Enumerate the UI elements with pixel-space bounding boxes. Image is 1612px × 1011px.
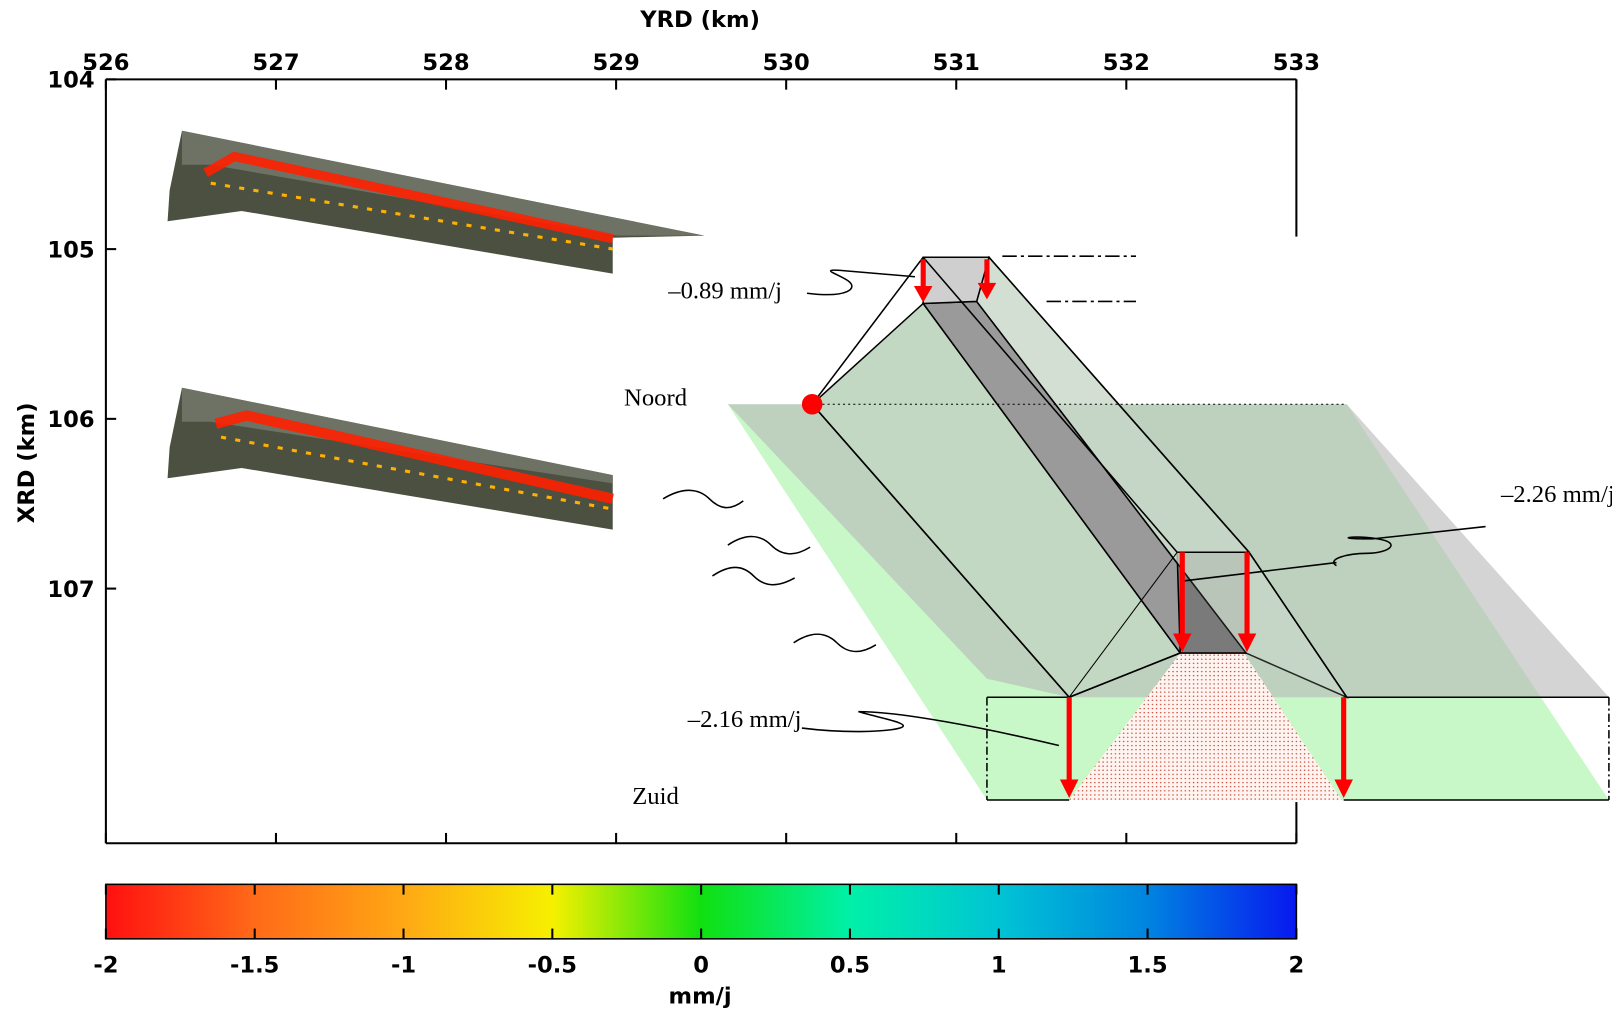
colorbar-tick-label: -0.5 <box>528 953 577 979</box>
annotation: Noord <box>624 384 688 411</box>
x-tick-label: 533 <box>1273 50 1320 76</box>
colorbar-tick-label: 1.5 <box>1128 953 1168 979</box>
y-tick-label: 104 <box>47 68 94 94</box>
x-tick-label: 531 <box>933 50 980 76</box>
colorbar-tick-label: -1 <box>391 953 416 979</box>
colorbar-tick-label: 2 <box>1289 953 1305 979</box>
x-tick-label: 528 <box>422 50 469 76</box>
x-tick-label: 527 <box>252 50 299 76</box>
colorbar-tick-label: 1 <box>991 953 1007 979</box>
x-tick-label: 532 <box>1103 50 1150 76</box>
y-tick-label: 106 <box>47 407 94 433</box>
colorbar-tick-label: 0 <box>693 953 709 979</box>
y-tick-label: 105 <box>47 237 94 263</box>
x-tick-label: 529 <box>593 50 640 76</box>
dike-diagram <box>663 256 1609 800</box>
y-axis-title: XRD (km) <box>14 402 40 523</box>
colorbar-tick-label: -2 <box>93 953 118 979</box>
colorbar-tick-label: 0.5 <box>830 953 870 979</box>
figure: YRD (km) XRD (km) mm/j 52652752852953053… <box>0 0 1612 1011</box>
satellite-strips <box>168 131 705 530</box>
annotation: –2.16 mm/j <box>687 706 802 733</box>
x-axis-title: YRD (km) <box>639 7 760 33</box>
y-tick-label: 107 <box>47 577 94 603</box>
colorbar-tick-label: -1.5 <box>230 953 279 979</box>
page: YRD (km) XRD (km) mm/j 52652752852953053… <box>0 0 1612 1011</box>
colorbar-label: mm/j <box>669 984 732 1010</box>
x-tick-label: 530 <box>763 50 810 76</box>
annotation: –0.89 mm/j <box>667 277 782 304</box>
annotation: Zuid <box>632 783 679 810</box>
annotation: –2.26 mm/j <box>1500 481 1612 508</box>
